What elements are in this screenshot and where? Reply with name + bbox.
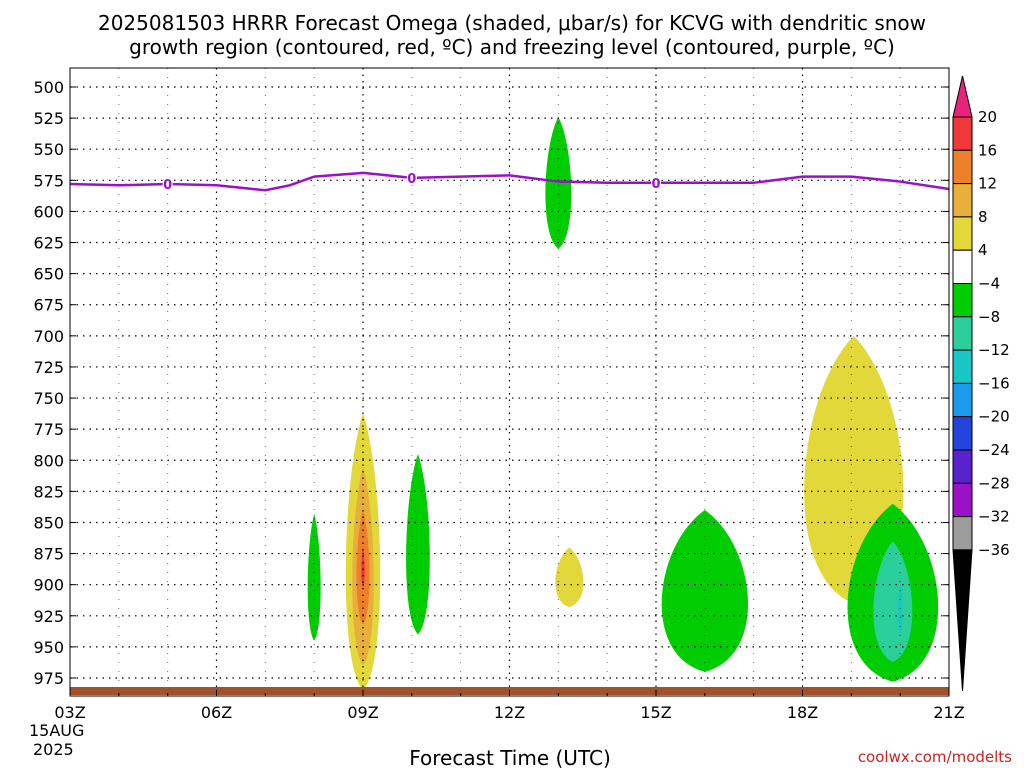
colorbar-segment bbox=[952, 516, 973, 551]
x-date-label-year: 2025 bbox=[33, 740, 74, 759]
omega-shading-layer bbox=[307, 116, 939, 691]
colorbar-segment bbox=[952, 382, 973, 418]
y-tick-label: 800 bbox=[33, 451, 64, 470]
y-tick-label: 925 bbox=[33, 607, 64, 626]
x-axis-label: Forecast Time (UTC) bbox=[409, 746, 611, 768]
colorbar-tick-label: 20 bbox=[978, 108, 997, 126]
chart-title-line-2: growth region (contoured, red, ºC) and f… bbox=[129, 35, 895, 59]
y-tick-label: 625 bbox=[33, 234, 64, 253]
freezing-label-background bbox=[162, 176, 173, 192]
y-tick-label: 700 bbox=[33, 327, 64, 346]
omega-colorbar: 20 16 12 8 4 −4 −8 −12 −16 −20 −24 −28 −32 −36 bbox=[952, 75, 1010, 692]
colorbar-tick-label: −28 bbox=[978, 474, 1010, 492]
freezing-level-label: 0 bbox=[407, 172, 416, 187]
y-tick-label: 750 bbox=[33, 389, 64, 408]
colorbar-segment bbox=[952, 216, 973, 251]
y-axis-ticks: 500 525 550 575 600 625 650 675 700 725 750 775 800 8… bbox=[33, 78, 949, 688]
colorbar-segment bbox=[952, 482, 973, 518]
freezing-label-background bbox=[406, 169, 417, 185]
x-tick-label: 06Z bbox=[201, 703, 232, 722]
omega-region bbox=[898, 578, 903, 635]
y-tick-label: 725 bbox=[33, 358, 64, 377]
colorbar-tick-label: −20 bbox=[978, 408, 1010, 426]
omega-region bbox=[307, 513, 321, 641]
colorbar-segment bbox=[952, 349, 973, 384]
colorbar-tick-label: 4 bbox=[978, 241, 988, 259]
colorbar-tick-label: −36 bbox=[978, 541, 1010, 559]
freezing-level-label: 0 bbox=[651, 177, 660, 192]
colorbar-segment bbox=[952, 283, 973, 318]
x-tick-label: 03Z bbox=[54, 703, 85, 722]
colorbar-segment bbox=[952, 116, 973, 151]
x-date-label-day: 15AUG bbox=[29, 721, 84, 740]
y-tick-label: 825 bbox=[33, 482, 64, 501]
y-tick-label: 775 bbox=[33, 420, 64, 439]
colorbar-top-triangle bbox=[952, 75, 973, 118]
colorbar-tick-label: 16 bbox=[978, 141, 997, 159]
y-tick-label: 900 bbox=[33, 576, 64, 595]
y-tick-label: 600 bbox=[33, 202, 64, 221]
y-tick-label: 550 bbox=[33, 140, 64, 159]
omega-region bbox=[361, 547, 365, 588]
y-tick-label: 875 bbox=[33, 545, 64, 564]
y-tick-label: 675 bbox=[33, 296, 64, 315]
colorbar-segment bbox=[952, 183, 973, 218]
y-tick-label: 850 bbox=[33, 513, 64, 532]
freezing-level-label: 0 bbox=[163, 178, 172, 193]
x-tick-label: 21Z bbox=[933, 703, 964, 722]
colorbar-segment bbox=[952, 416, 973, 451]
colorbar-tick-label: −24 bbox=[978, 441, 1010, 459]
colorbar-tick-label: 12 bbox=[978, 175, 997, 193]
credit-link[interactable]: coolwx.com/modelts bbox=[858, 748, 1012, 766]
freezing-level-layer: 0 0 0 bbox=[69, 169, 950, 193]
colorbar-tick-label: −8 bbox=[978, 308, 1000, 326]
x-tick-label: 09Z bbox=[347, 703, 378, 722]
colorbar-tick-label: −16 bbox=[978, 374, 1010, 392]
omega-region bbox=[406, 454, 430, 635]
freezing-level-line bbox=[69, 171, 950, 192]
y-tick-label: 650 bbox=[33, 265, 64, 284]
y-tick-label: 500 bbox=[33, 78, 64, 97]
y-tick-label: 950 bbox=[33, 638, 64, 657]
colorbar-segment bbox=[952, 149, 973, 185]
colorbar-segment bbox=[952, 449, 973, 484]
colorbar-segment bbox=[952, 316, 973, 351]
y-tick-label: 525 bbox=[33, 109, 64, 128]
colorbar-tick-label: 8 bbox=[978, 208, 988, 226]
x-tick-label: 15Z bbox=[640, 703, 671, 722]
x-tick-label: 18Z bbox=[787, 703, 818, 722]
colorbar-tick-label: −32 bbox=[978, 508, 1010, 526]
omega-region bbox=[873, 541, 913, 662]
x-axis-ticks: 03Z 06Z 09Z 12Z 15Z 18Z 21Z bbox=[54, 690, 965, 722]
x-tick-label: 12Z bbox=[494, 703, 525, 722]
colorbar-tick-label: −12 bbox=[978, 341, 1010, 359]
colorbar-segment bbox=[952, 249, 973, 284]
colorbar-bottom-triangle bbox=[952, 549, 973, 692]
chart-title-line-1: 2025081503 HRRR Forecast Omega (shaded, … bbox=[98, 11, 926, 35]
y-tick-label: 975 bbox=[33, 669, 64, 688]
freezing-label-background bbox=[651, 174, 661, 190]
omega-region bbox=[555, 547, 584, 608]
colorbar-tick-label: −4 bbox=[978, 275, 1000, 293]
y-tick-label: 575 bbox=[33, 171, 64, 190]
grid-lines bbox=[70, 68, 949, 696]
